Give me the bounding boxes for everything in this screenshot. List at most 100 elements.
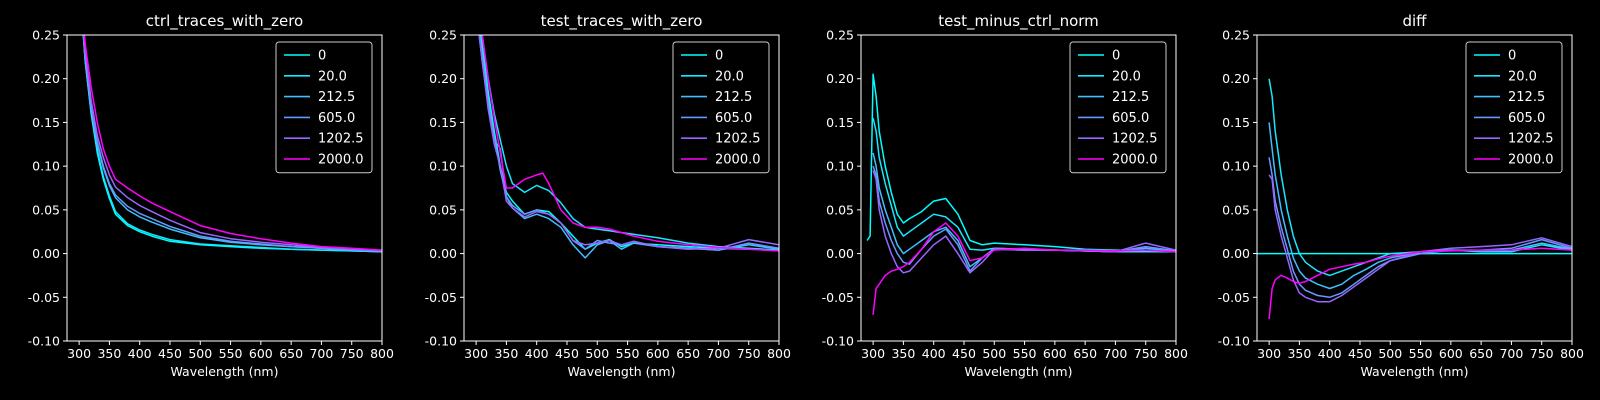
legend-entry: 20.0 — [318, 69, 347, 84]
series-line-1202.5 — [478, 35, 779, 250]
chart-title: diff — [1402, 12, 1427, 30]
x-tick-label: 800 — [767, 346, 791, 361]
legend-box — [1465, 41, 1563, 174]
series-line-2000.0 — [481, 35, 779, 252]
x-tick-label: 500 — [1378, 346, 1402, 361]
legend-entry: 212.5 — [715, 90, 752, 105]
axes-frame — [1256, 34, 1573, 342]
y-tick-label: 0.05 — [429, 202, 457, 217]
x-tick-label: 600 — [1043, 346, 1067, 361]
x-tick-label: 350 — [97, 346, 121, 361]
legend-entry: 605.0 — [1112, 111, 1149, 126]
x-tick-label: 400 — [525, 346, 549, 361]
x-tick-label: 700 — [1103, 346, 1127, 361]
series-line-605.0 — [872, 165, 1176, 272]
y-tick-label: 0.05 — [826, 202, 854, 217]
y-tick-label: -0.10 — [822, 334, 854, 349]
x-tick-label: 500 — [585, 346, 609, 361]
chart-panel-3: 300 350 400 450 500 550 600 650 700 750 800 -0.10 -0… — [822, 12, 1188, 379]
y-tick-label: -0.05 — [822, 290, 854, 305]
x-tick-label: 500 — [188, 346, 212, 361]
chart-title: ctrl_traces_with_zero — [146, 12, 303, 31]
legend-entry: 0 — [318, 49, 326, 64]
legend: 0 20.0 212.5 605.0 1202.5 2000.0 — [1465, 41, 1563, 174]
x-tick-label: 750 — [737, 346, 761, 361]
y-tick-label: 0.20 — [826, 71, 854, 86]
series-lines — [478, 35, 779, 259]
y-tick-label: 0.00 — [826, 246, 854, 261]
legend-entry: 605.0 — [318, 111, 355, 126]
y-tick-label: 0.10 — [826, 159, 854, 174]
x-tick-label: 650 — [1469, 346, 1493, 361]
legend-entry: 20.0 — [1112, 69, 1141, 84]
y-tick-label: 0.25 — [429, 28, 457, 43]
y-tick-label: 0.25 — [1222, 28, 1250, 43]
y-tick-label: 0.00 — [429, 246, 457, 261]
legend-entry: 0 — [1508, 49, 1516, 64]
x-tick-label: 300 — [464, 346, 488, 361]
y-tick-label: 0.25 — [826, 28, 854, 43]
legend-entry: 212.5 — [318, 90, 355, 105]
chart-title: test_traces_with_zero — [541, 12, 703, 31]
y-tick-label: 0.15 — [1222, 115, 1250, 130]
legend: 0 20.0 212.5 605.0 1202.5 2000.0 — [275, 41, 373, 174]
chart-panel-1: 300 350 400 450 500 550 600 650 700 750 800 -0.10 -0… — [28, 12, 394, 379]
x-tick-label: 300 — [861, 346, 885, 361]
legend-entry: 2000.0 — [715, 153, 761, 168]
y-tick-label: -0.05 — [425, 290, 457, 305]
x-tick-label: 450 — [158, 346, 182, 361]
y-tick-label: -0.10 — [28, 334, 60, 349]
series-line-2000.0 — [872, 222, 1176, 315]
x-tick-label: 800 — [1560, 346, 1584, 361]
y-tick-label: 0.00 — [32, 246, 60, 261]
axes-frame — [860, 34, 1177, 342]
y-tick-label: 0.20 — [32, 71, 60, 86]
x-tick-label: 500 — [982, 346, 1006, 361]
y-tick-label: -0.05 — [28, 290, 60, 305]
x-tick-label: 800 — [1164, 346, 1188, 361]
series-line-605.0 — [82, 35, 382, 252]
series-lines — [1257, 78, 1572, 320]
x-tick-label: 400 — [128, 346, 152, 361]
legend: 0 20.0 212.5 605.0 1202.5 2000.0 — [672, 41, 770, 174]
legend-entry: 212.5 — [1508, 90, 1545, 105]
legend-entry: 0 — [1112, 49, 1120, 64]
x-axis-label: Wavelength (nm) — [1361, 364, 1469, 379]
series-line-1202.5 — [872, 170, 1176, 274]
y-tick-label: 0.10 — [429, 159, 457, 174]
x-tick-label: 600 — [1439, 346, 1463, 361]
x-tick-label: 400 — [1318, 346, 1342, 361]
series-line-1202.5 — [1268, 174, 1572, 303]
x-tick-label: 650 — [1073, 346, 1097, 361]
legend-entry: 2000.0 — [1508, 153, 1554, 168]
series-lines — [866, 73, 1176, 315]
x-tick-label: 550 — [616, 346, 640, 361]
x-tick-label: 550 — [1013, 346, 1037, 361]
legend-entry: 20.0 — [715, 69, 744, 84]
x-tick-label: 600 — [249, 346, 273, 361]
y-tick-label: -0.10 — [425, 334, 457, 349]
y-tick-label: 0.15 — [826, 115, 854, 130]
x-axis-label: Wavelength (nm) — [965, 364, 1073, 379]
legend-entry: 1202.5 — [318, 132, 364, 147]
legend-entry: 1202.5 — [715, 132, 761, 147]
axes-frame — [463, 34, 780, 342]
y-tick-label: 0.20 — [429, 71, 457, 86]
y-tick-label: 0.15 — [32, 115, 60, 130]
y-tick-label: -0.10 — [1218, 334, 1250, 349]
chart-title: test_minus_ctrl_norm — [938, 12, 1099, 31]
legend-entry: 0 — [715, 49, 723, 64]
y-tick-label: -0.05 — [1218, 290, 1250, 305]
x-tick-label: 700 — [309, 346, 333, 361]
legend-entry: 212.5 — [1112, 90, 1149, 105]
legend-entry: 1202.5 — [1508, 132, 1554, 147]
x-tick-label: 550 — [219, 346, 243, 361]
legend-entry: 605.0 — [715, 111, 752, 126]
x-tick-label: 400 — [922, 346, 946, 361]
y-tick-label: 0.00 — [1222, 246, 1250, 261]
legend-box — [672, 41, 770, 174]
y-tick-label: 0.25 — [32, 28, 60, 43]
series-line-20.0 — [481, 35, 779, 251]
series-line-2000.0 — [83, 35, 382, 251]
x-tick-label: 750 — [340, 346, 364, 361]
